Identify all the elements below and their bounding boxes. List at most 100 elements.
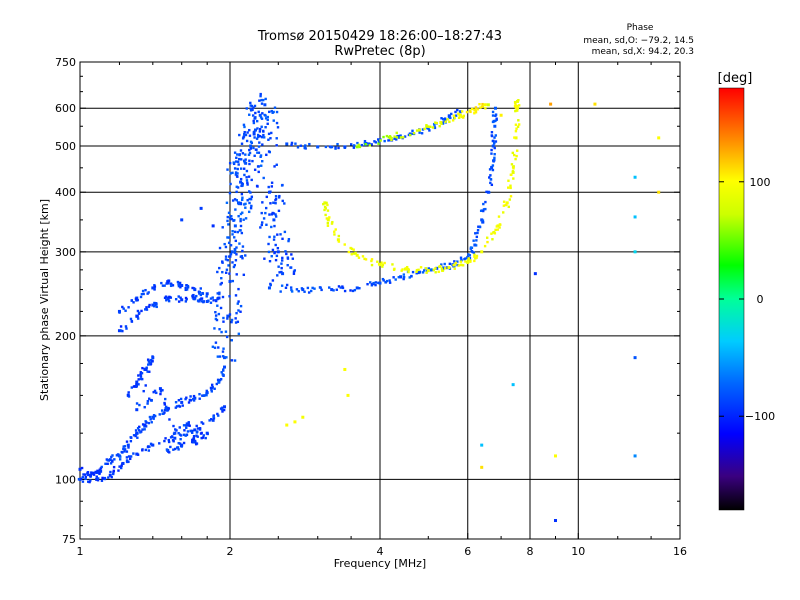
data-point — [493, 106, 497, 110]
data-point — [135, 452, 139, 456]
data-point — [163, 408, 167, 412]
data-point — [251, 108, 254, 112]
data-point — [139, 373, 142, 376]
data-point — [248, 134, 252, 137]
y-tick-label: 500 — [55, 140, 76, 153]
data-point — [241, 249, 244, 253]
data-point — [225, 356, 228, 359]
data-point — [264, 114, 267, 117]
data-point — [262, 176, 265, 180]
data-point — [234, 173, 238, 176]
data-point — [376, 260, 379, 263]
phase-stats-heading: Phase — [627, 23, 654, 33]
data-point — [151, 415, 155, 419]
data-point — [84, 477, 87, 481]
data-point — [199, 293, 203, 297]
data-point — [303, 290, 306, 293]
data-point — [189, 429, 192, 433]
data-point — [433, 126, 437, 130]
data-point — [252, 131, 256, 134]
data-point — [174, 447, 177, 451]
data-point — [460, 110, 464, 113]
data-point — [224, 255, 228, 258]
data-point — [243, 125, 246, 129]
data-point — [427, 267, 431, 270]
data-point — [368, 144, 372, 147]
data-point — [217, 312, 221, 316]
data-point — [431, 126, 435, 129]
data-point — [324, 145, 328, 149]
data-point — [266, 122, 269, 126]
data-point — [219, 377, 223, 381]
data-point — [440, 267, 444, 270]
data-point — [383, 261, 386, 265]
data-point — [218, 328, 221, 331]
data-point — [214, 299, 218, 303]
data-point — [195, 431, 199, 434]
data-point — [204, 436, 207, 440]
data-point — [244, 158, 247, 161]
data-point — [392, 276, 395, 279]
data-point — [242, 273, 246, 277]
data-point — [184, 434, 187, 437]
data-point — [258, 99, 261, 102]
data-point — [473, 108, 477, 112]
data-point — [213, 387, 216, 390]
data-point — [274, 202, 277, 205]
data-point — [278, 194, 281, 198]
data-point — [234, 239, 238, 243]
data-point — [240, 255, 244, 258]
data-point — [474, 232, 477, 235]
data-point — [516, 104, 519, 108]
data-point — [267, 250, 271, 254]
data-point — [394, 278, 397, 281]
data-point — [323, 205, 327, 209]
data-point — [77, 477, 81, 481]
data-point — [456, 108, 459, 112]
data-point — [153, 288, 156, 291]
data-point — [377, 142, 380, 145]
data-point — [246, 183, 249, 186]
data-point — [276, 274, 279, 277]
data-point — [311, 286, 314, 290]
data-point — [452, 114, 456, 117]
data-point — [517, 104, 521, 107]
data-point — [444, 120, 447, 123]
data-point — [223, 365, 227, 369]
data-point — [283, 230, 287, 234]
data-point — [270, 213, 274, 216]
data-point — [267, 185, 270, 189]
data-point — [480, 250, 484, 254]
data-point — [159, 390, 163, 393]
data-point — [226, 314, 230, 318]
data-point — [374, 141, 378, 144]
data-point — [226, 219, 229, 223]
data-point — [244, 217, 248, 220]
data-point — [135, 402, 139, 405]
data-point — [275, 163, 278, 166]
data-point — [440, 117, 443, 120]
x-tick-label: 8 — [527, 545, 534, 558]
data-point — [106, 462, 109, 465]
data-point — [262, 130, 265, 133]
data-point — [370, 283, 374, 286]
data-point — [271, 111, 274, 114]
data-point — [221, 295, 225, 299]
data-point — [481, 102, 484, 106]
data-point — [479, 106, 482, 109]
data-point — [220, 330, 223, 334]
data-point — [141, 377, 144, 381]
data-point — [179, 397, 183, 401]
data-point — [383, 139, 386, 143]
data-point — [144, 384, 147, 387]
data-point — [265, 153, 268, 157]
data-point — [132, 434, 136, 437]
data-point — [217, 346, 220, 349]
data-point — [121, 305, 124, 309]
data-point — [86, 471, 90, 474]
data-point — [98, 468, 101, 471]
data-point — [139, 431, 142, 434]
data-point — [173, 436, 177, 440]
data-point — [352, 144, 356, 147]
data-point — [137, 378, 140, 381]
